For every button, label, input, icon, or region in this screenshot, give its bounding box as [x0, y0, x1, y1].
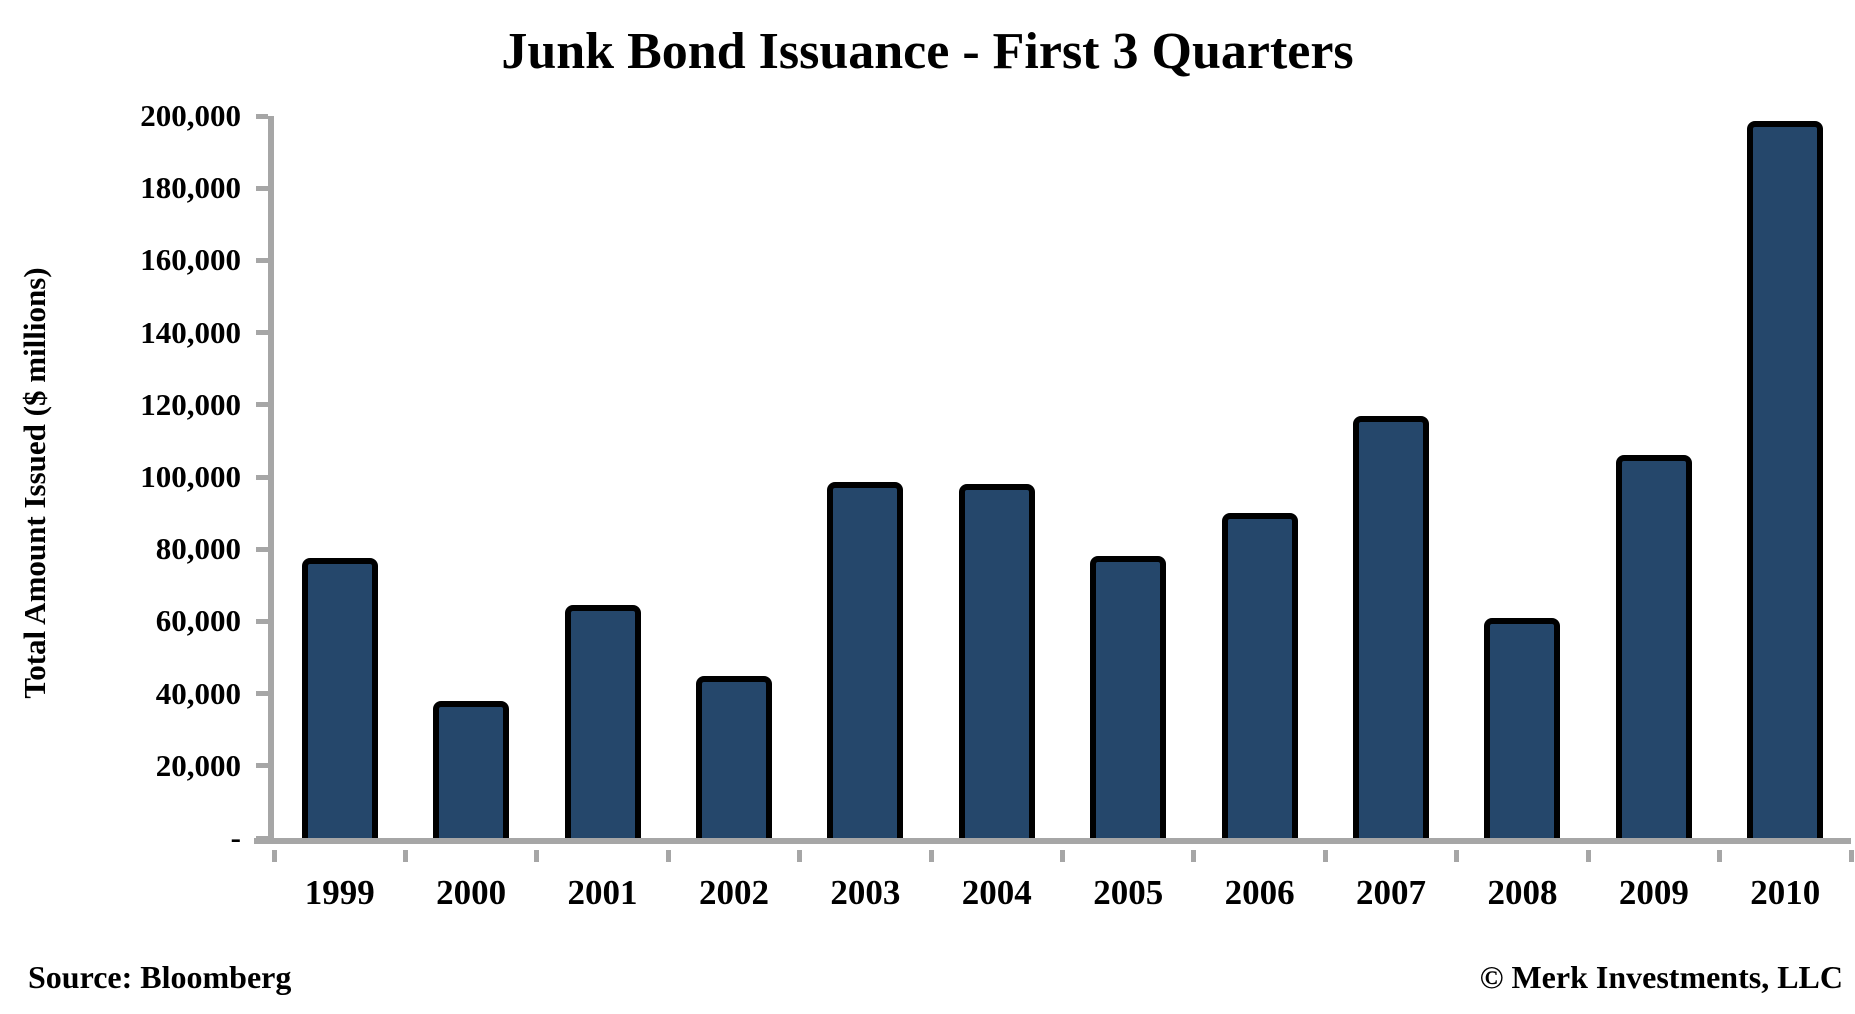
x-axis-category-label: 2006: [1224, 873, 1295, 912]
x-axis-category-label: 1999: [304, 873, 375, 912]
x-axis-category-label: 2003: [830, 873, 901, 912]
y-axis-tick-label: 100,000: [140, 459, 241, 494]
x-axis-line: [254, 838, 274, 844]
y-axis-tick-label: 180,000: [140, 170, 241, 206]
x-axis-category-label: 2009: [1618, 873, 1689, 912]
x-axis-tick: [665, 850, 671, 862]
bar-2003: [827, 482, 904, 838]
bar-2000: [433, 700, 510, 838]
bar-2002: [695, 675, 772, 838]
y-axis-tick: [256, 113, 268, 119]
y-axis-tick: [256, 691, 268, 697]
y-axis-tick: [256, 257, 268, 263]
y-axis-tick: [256, 763, 268, 769]
bar-2001: [564, 605, 641, 838]
y-axis-tick: [256, 618, 268, 624]
y-axis-tick-label: 60,000: [155, 603, 241, 639]
y-axis-tick: [256, 330, 268, 336]
x-axis-tick: [1322, 850, 1328, 862]
bar-2009: [1615, 455, 1692, 838]
y-axis-tick: [256, 835, 268, 841]
y-axis-tick-label: 140,000: [140, 314, 241, 350]
x-axis-category-label: 2005: [1093, 873, 1164, 912]
x-axis-tick: [1454, 850, 1460, 862]
y-axis-tick: [256, 546, 268, 552]
bar-2004: [958, 484, 1035, 838]
source-note: Source: Bloomberg: [28, 959, 292, 995]
x-axis-category-label: 2008: [1487, 873, 1558, 912]
x-axis-tick: [534, 850, 540, 862]
x-axis-tick: [1060, 850, 1065, 862]
y-axis-tick-label: 120,000: [140, 386, 241, 422]
x-axis-tick: [1717, 850, 1723, 862]
y-axis-tick: [256, 185, 268, 191]
y-axis-tick-label: 20,000: [155, 747, 241, 783]
x-axis-tick: [1848, 850, 1854, 862]
x-axis-category-label: 2000: [436, 873, 507, 912]
copyright-note: © Merk Investments, LLC: [1479, 959, 1843, 995]
bar-2008: [1484, 617, 1561, 838]
bar-2007: [1353, 415, 1430, 838]
y-axis-tick-label: -: [230, 820, 241, 855]
y-axis-tick: [256, 402, 268, 408]
bar-1999: [301, 558, 378, 838]
bar-2010: [1747, 121, 1824, 838]
y-axis-tick-label: 200,000: [140, 98, 241, 133]
x-axis-category-label: 2010: [1750, 873, 1821, 912]
y-axis-tick-label: 80,000: [155, 531, 241, 567]
x-axis-category-label: 2007: [1356, 873, 1427, 912]
chart-title: Junk Bond Issuance - First 3 Quarters: [501, 23, 1354, 80]
plot-area: 200,000 180,000 160,000 140,000 120,000 100,0…: [140, 98, 1854, 912]
x-axis-category-label: 2001: [567, 873, 638, 912]
bar-2006: [1221, 513, 1298, 838]
y-axis-tick-label: 40,000: [155, 675, 241, 711]
x-axis-tick: [402, 850, 408, 862]
x-axis-tick: [928, 850, 934, 862]
x-axis-tick: [1585, 850, 1591, 862]
y-axis-tick: [256, 474, 268, 480]
bar-2005: [1090, 556, 1167, 838]
x-axis-tick: [1191, 850, 1197, 862]
y-axis-tick-label: 160,000: [140, 242, 241, 278]
x-axis-tick: [271, 850, 277, 862]
x-axis-tick: [797, 850, 803, 862]
x-axis-category-label: 2004: [961, 873, 1032, 912]
x-axis-category-label: 2002: [698, 873, 769, 912]
